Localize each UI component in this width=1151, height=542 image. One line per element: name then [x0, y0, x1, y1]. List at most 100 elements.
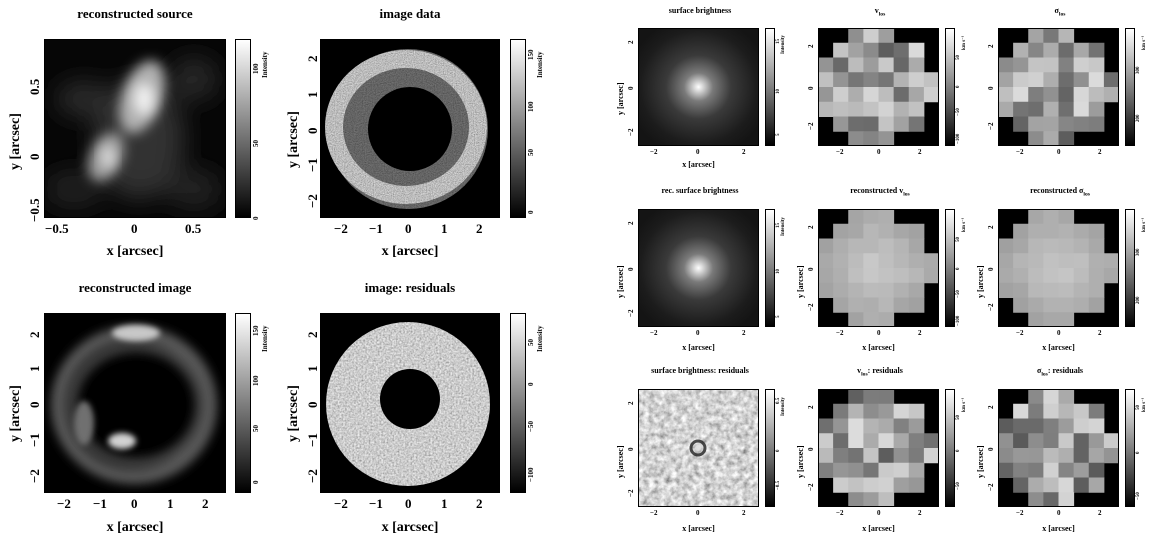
map-pixel — [818, 87, 834, 103]
colorbar — [765, 209, 775, 327]
y-tick: 0 — [305, 401, 320, 409]
map-pixel — [1043, 101, 1060, 117]
map-pixel — [878, 131, 895, 146]
colorbar-label: km s⁻¹ — [1142, 35, 1147, 50]
map-pixel — [1103, 253, 1119, 269]
title-sub: los — [1041, 371, 1048, 378]
map-pixel — [833, 418, 849, 434]
vlos-residuals-map — [818, 389, 939, 507]
x-tick: 0 — [877, 509, 881, 517]
map-pixel — [818, 282, 834, 298]
reconstructed-vlos-map — [818, 209, 939, 327]
colorbar-label: Intensity — [536, 325, 544, 352]
map-pixel — [1073, 462, 1090, 478]
map-pixel — [1088, 448, 1105, 464]
panel-reconstructed-vlos: reconstructed vlos −2 0 2 x [arcsec] y [… — [780, 180, 967, 360]
x-axis-label: x [arcsec] — [682, 524, 715, 533]
colorbar-tick: 200 — [1136, 296, 1141, 305]
title-main: σ — [1036, 366, 1042, 375]
map-pixel — [923, 433, 939, 449]
map-pixel — [878, 389, 895, 405]
x-tick: 0 — [405, 496, 412, 511]
x-tick: 2 — [202, 496, 209, 511]
colorbar-tick: −50 — [527, 421, 535, 432]
map-pixel — [878, 223, 895, 239]
x-axis-label: x [arcsec] — [1042, 524, 1075, 533]
colorbar-tick: 0 — [1136, 451, 1141, 455]
map-pixel — [1028, 101, 1044, 117]
map-pixel — [1043, 87, 1060, 103]
map-pixel — [833, 42, 849, 58]
colorbar-tick: 200 — [1136, 114, 1141, 123]
map-pixel — [1088, 477, 1105, 493]
map-pixel — [893, 448, 910, 464]
map-pixel — [1013, 57, 1029, 73]
x-tick: −1 — [93, 496, 107, 511]
colorbar — [1125, 389, 1135, 507]
map-pixel — [908, 433, 925, 449]
x-tick: 0 — [877, 148, 881, 156]
x-tick: 2 — [476, 496, 483, 511]
colorbar — [1125, 209, 1135, 327]
map-pixel — [878, 282, 895, 298]
map-pixel — [1028, 433, 1044, 449]
y-tick: 2 — [627, 221, 635, 226]
y-tick: −0.5 — [27, 198, 42, 222]
panel-title: surface brightness: residuals — [651, 366, 749, 375]
map-pixel — [848, 57, 864, 73]
map-pixel — [998, 448, 1014, 464]
map-pixel — [1058, 131, 1075, 146]
x-tick: −2 — [650, 509, 658, 517]
map-pixel — [893, 57, 910, 73]
map-pixel — [863, 72, 880, 88]
x-tick: 2 — [742, 148, 746, 156]
map-pixel — [893, 42, 910, 58]
map-pixel — [848, 253, 864, 269]
panel-title: vlos — [790, 6, 970, 18]
y-tick: 0 — [807, 86, 815, 91]
map-pixel — [1103, 87, 1119, 103]
map-pixel — [1058, 312, 1075, 327]
panel-title: image: residuals — [364, 280, 456, 295]
colorbar — [765, 389, 775, 507]
map-pixel — [878, 433, 895, 449]
map-pixel — [1088, 72, 1105, 88]
map-pixel — [908, 268, 925, 284]
panel-vlos: vlos −2 0 2 2 0 −2 −100 −50 0 50 km s⁻¹ — [780, 0, 967, 180]
map-pixel — [908, 462, 925, 478]
x-axis-label: x [arcsec] — [682, 160, 715, 169]
map-pixel — [1043, 209, 1060, 225]
map-pixel — [998, 87, 1014, 103]
map-pixel — [1028, 477, 1044, 493]
panel-image-residuals: image: residuals — [270, 272, 560, 542]
map-pixel — [1073, 477, 1090, 493]
map-pixel — [893, 116, 910, 132]
map-pixel — [998, 418, 1014, 434]
map-pixel — [863, 28, 880, 44]
map-pixel — [893, 418, 910, 434]
map-pixel — [1013, 418, 1029, 434]
map-pixel — [998, 72, 1014, 88]
map-pixel — [1028, 389, 1044, 405]
colorbar-tick: 100 — [527, 101, 535, 113]
y-tick: 2 — [987, 44, 995, 49]
map-pixel — [848, 101, 864, 117]
y-tick: 0 — [807, 267, 815, 272]
map-pixel — [848, 223, 864, 239]
map-pixel — [833, 403, 849, 419]
map-pixel — [1043, 433, 1060, 449]
title-main: σ — [1054, 6, 1059, 15]
map-pixel — [848, 238, 864, 254]
map-pixel — [1043, 282, 1060, 298]
y-axis-label: y [arcsec] — [796, 445, 805, 479]
map-pixel — [1058, 223, 1075, 239]
map-pixel — [1043, 28, 1060, 44]
map-pixel — [1088, 297, 1105, 313]
map-pixel — [848, 403, 864, 419]
map-pixel — [1073, 448, 1090, 464]
map-pixel — [1073, 403, 1090, 419]
map-pixel — [1013, 477, 1029, 493]
map-pixel — [1088, 462, 1105, 478]
map-pixel — [893, 433, 910, 449]
x-axis-label: x [arcsec] — [862, 343, 895, 352]
